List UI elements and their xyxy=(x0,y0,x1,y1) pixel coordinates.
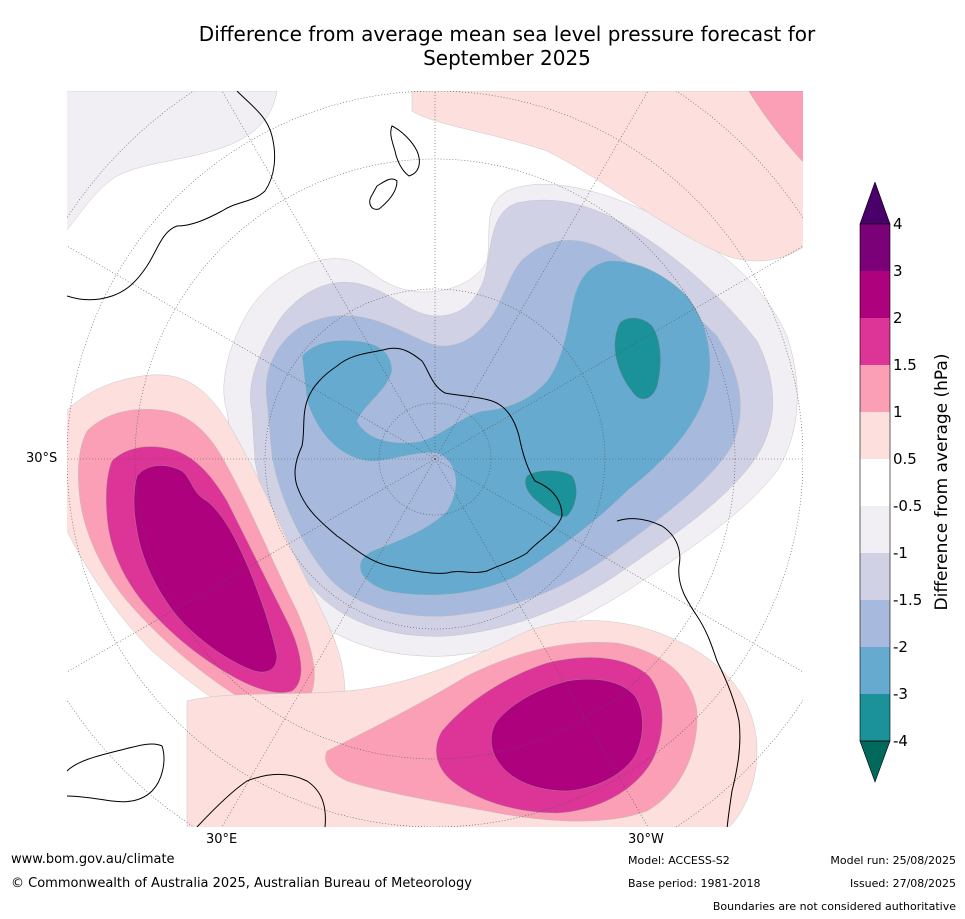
disclaimer-text: Boundaries are not considered authoritat… xyxy=(712,900,956,913)
copyright-text: © Commonwealth of Australia 2025, Austra… xyxy=(11,876,472,891)
pressure-anomaly-map xyxy=(67,91,803,827)
tick-n2: -2 xyxy=(893,638,908,656)
tick-0.5: 0.5 xyxy=(893,450,917,468)
south-america-coast xyxy=(616,518,741,827)
base-period-text: Base period: 1981-2018 xyxy=(628,877,761,890)
title-line-1: Difference from average mean sea level p… xyxy=(198,22,816,46)
tick-1.5: 1.5 xyxy=(893,356,917,374)
website-link[interactable]: www.bom.gov.au/climate xyxy=(11,852,175,867)
title-line-2: September 2025 xyxy=(423,46,591,70)
colorbar-n0.5-n1 xyxy=(860,506,890,553)
colorbar-1.5-2 xyxy=(860,318,890,365)
colorbar-n1-n1.5 xyxy=(860,553,890,600)
colorbar-1-1.5 xyxy=(860,365,890,412)
issued-text: Issued: 27/08/2025 xyxy=(849,877,956,890)
new-zealand-coast xyxy=(390,125,420,177)
africa-coast xyxy=(67,743,165,803)
new-zealand-south xyxy=(369,178,398,210)
colorbar-n2-n3 xyxy=(860,647,890,694)
tick-n0.5: -0.5 xyxy=(893,497,922,515)
colorbar-n3-n4 xyxy=(860,694,890,741)
colorbar-label: Difference from average (hPa) xyxy=(932,353,952,611)
map-title: Difference from average mean sea level p… xyxy=(0,22,965,70)
tick-n4: -4 xyxy=(893,732,908,750)
tick-n1.5: -1.5 xyxy=(893,591,922,609)
tick-n1: -1 xyxy=(893,544,908,562)
tick-1: 1 xyxy=(893,403,903,421)
negative-anomaly-region xyxy=(223,184,798,657)
tick-2: 2 xyxy=(893,309,903,327)
tick-n3: -3 xyxy=(893,685,908,703)
colorbar-extend-top xyxy=(859,182,891,225)
colorbar: 4 3 2 1.5 1 0.5 -0.5 -1 -1.5 -2 -3 -4 xyxy=(859,182,922,783)
colorbar-neutral xyxy=(860,459,890,506)
tick-4: 4 xyxy=(893,215,903,233)
positive-anomaly-north-pacific xyxy=(67,91,803,262)
colorbar-2-3 xyxy=(860,271,890,318)
australia-coast xyxy=(67,91,276,301)
model-text: Model: ACCESS-S2 xyxy=(628,854,730,867)
antarctica-coast xyxy=(294,347,563,574)
colorbar-extend-bottom xyxy=(859,740,891,783)
colorbar-ticks: 4 3 2 1.5 1 0.5 -0.5 -1 -1.5 -2 -3 -4 xyxy=(893,215,922,750)
positive-anomaly-south-atlantic xyxy=(186,620,758,827)
africa-east xyxy=(196,773,326,827)
lon-label-30w: 30°W xyxy=(628,832,664,847)
colorbar-3-4 xyxy=(860,224,890,271)
colorbar-0.5-1 xyxy=(860,412,890,459)
model-run-text: Model run: 25/08/2025 xyxy=(830,854,956,867)
positive-anomaly-indian-ocean xyxy=(67,374,345,744)
tick-3: 3 xyxy=(893,262,903,280)
lat-label-30s: 30°S xyxy=(26,451,58,466)
graticule xyxy=(67,91,803,827)
colorbar-n1.5-n2 xyxy=(860,600,890,647)
coastlines xyxy=(67,91,741,827)
lon-label-30e: 30°E xyxy=(206,832,238,847)
